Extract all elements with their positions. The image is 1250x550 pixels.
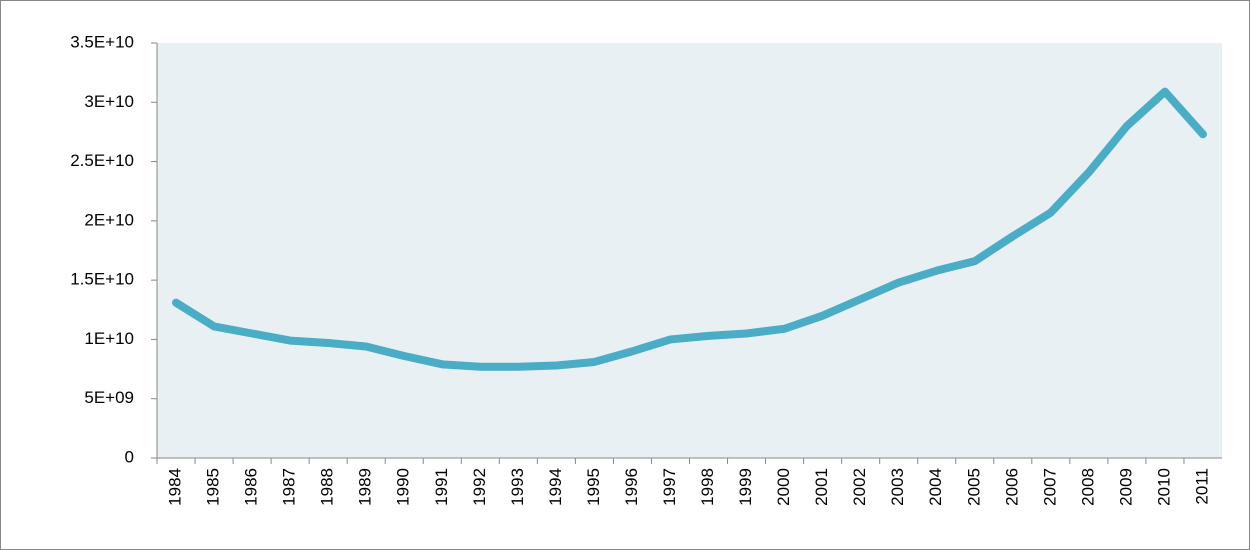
x-tick-label: 2011 bbox=[1192, 468, 1211, 505]
x-tick-label: 2009 bbox=[1116, 468, 1135, 506]
x-tick-label: 1986 bbox=[242, 468, 261, 506]
x-tick-label: 2010 bbox=[1154, 468, 1173, 506]
x-tick-label: 2005 bbox=[964, 468, 983, 506]
line-series bbox=[172, 87, 1207, 371]
x-tick-label: 1998 bbox=[698, 468, 717, 506]
y-tick-label: 1.5E+10 bbox=[70, 270, 134, 289]
x-tick-label: 1994 bbox=[546, 468, 565, 506]
y-tick-label: 2.5E+10 bbox=[70, 151, 134, 170]
x-tick-label: 1984 bbox=[166, 468, 185, 506]
x-tick-label: 2002 bbox=[850, 468, 869, 506]
x-tick-label: 1999 bbox=[736, 468, 755, 506]
x-tick-label: 1997 bbox=[660, 468, 679, 506]
plot-area bbox=[157, 43, 1222, 458]
x-tick-label: 1989 bbox=[356, 468, 375, 506]
x-tick-label: 2003 bbox=[888, 468, 907, 506]
x-tick-label: 1987 bbox=[280, 468, 299, 506]
x-tick-label: 1995 bbox=[584, 468, 603, 506]
x-tick-label: 1985 bbox=[204, 468, 223, 506]
x-tick-label: 1992 bbox=[470, 468, 489, 506]
x-tick-label: 2008 bbox=[1078, 468, 1097, 506]
y-tick-label: 2E+10 bbox=[84, 210, 134, 229]
x-tick-label: 1988 bbox=[318, 468, 337, 506]
x-tick-label: 2000 bbox=[774, 468, 793, 506]
y-tick-label: 5E+09 bbox=[84, 388, 134, 407]
y-tick-label: 0 bbox=[125, 447, 134, 466]
y-tick-label: 3.5E+10 bbox=[70, 32, 134, 51]
x-tick-label: 2001 bbox=[812, 468, 831, 506]
x-tick-label: 2004 bbox=[926, 468, 945, 506]
y-tick-label: 3E+10 bbox=[84, 92, 134, 111]
x-tick-label: 1996 bbox=[622, 468, 641, 506]
x-tick-label: 2006 bbox=[1002, 468, 1021, 506]
x-tick-label: 2007 bbox=[1040, 468, 1059, 506]
y-tick-label: 1E+10 bbox=[84, 329, 134, 348]
x-tick-label: 1991 bbox=[432, 468, 451, 506]
x-tick-label: 1990 bbox=[394, 468, 413, 506]
x-tick-label: 1993 bbox=[508, 468, 527, 506]
